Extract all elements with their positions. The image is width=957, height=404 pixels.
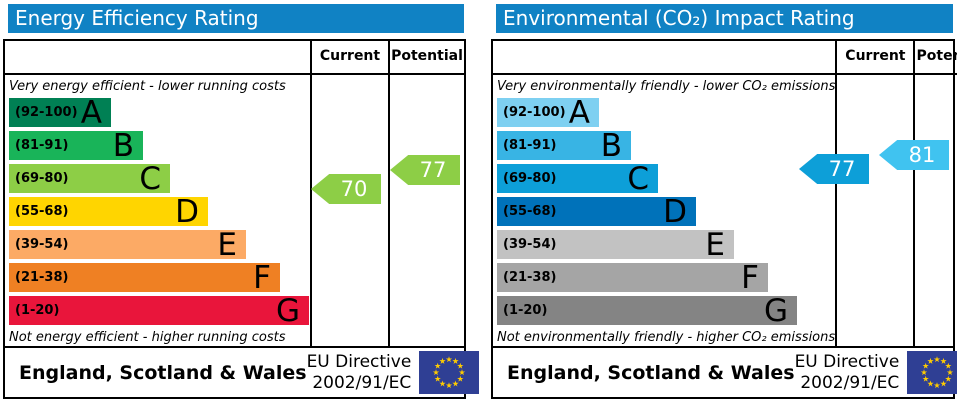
panel-title: Energy Efficiency Rating: [8, 4, 464, 33]
current-column: [835, 75, 913, 346]
eu-flag-icon: [419, 351, 480, 394]
band-range: (92-100): [15, 105, 78, 120]
band-a: (92-100) A: [497, 94, 599, 131]
band-letter: B: [112, 127, 134, 164]
band-letter: E: [705, 226, 725, 263]
rating-table: Current Potential Very environmentally f…: [491, 39, 957, 348]
band-g: (1-20) G: [9, 292, 309, 329]
panel-footer: England, Scotland & Wales EU Directive 2…: [491, 346, 957, 399]
eu-flag-icon: [907, 351, 957, 394]
band-letter: F: [253, 259, 271, 296]
band-letter: D: [175, 193, 199, 230]
band-letter: A: [80, 94, 102, 131]
eu-directive-line2: 2002/91/EC: [312, 372, 412, 393]
panel-footer: England, Scotland & Wales EU Directive 2…: [3, 346, 480, 399]
band-letter: G: [275, 292, 300, 329]
environmental-impact-panel: Environmental (CO₂) Impact Rating Curren…: [491, 4, 957, 399]
eu-directive-line1: EU Directive: [306, 352, 412, 373]
band-range: (55-68): [503, 204, 557, 219]
band-range: (81-91): [15, 138, 69, 153]
band-f: (21-38) F: [497, 259, 768, 296]
band-b: (81-91) B: [497, 127, 631, 164]
band-c: (69-80) C: [497, 160, 658, 197]
band-e: (39-54) E: [497, 226, 734, 263]
region-label: England, Scotland & Wales: [507, 361, 795, 384]
band-letter: G: [763, 292, 788, 329]
band-letter: D: [663, 193, 687, 230]
current-column-header: Current: [310, 41, 388, 75]
potential-column-header: Potential: [388, 41, 464, 75]
top-note: Very environmentally friendly - lower CO…: [497, 79, 836, 94]
band-range: (81-91): [503, 138, 557, 153]
band-c: (69-80) C: [9, 160, 170, 197]
band-range: (21-38): [15, 270, 69, 285]
band-letter: A: [568, 94, 590, 131]
band-e: (39-54) E: [9, 226, 246, 263]
corner-cell: [5, 41, 310, 75]
band-range: (21-38): [503, 270, 557, 285]
band-letter: F: [741, 259, 759, 296]
top-note: Very energy efficient - lower running co…: [9, 79, 286, 94]
eu-directive-line2: 2002/91/EC: [800, 372, 900, 393]
band-range: (39-54): [503, 237, 557, 252]
band-b: (81-91) B: [9, 127, 143, 164]
bottom-note: Not energy efficient - higher running co…: [9, 330, 286, 345]
band-letter: E: [217, 226, 237, 263]
band-letter: C: [139, 160, 161, 197]
region-label: England, Scotland & Wales: [19, 361, 307, 384]
eu-directive-line1: EU Directive: [794, 352, 900, 373]
corner-cell: [493, 41, 836, 75]
rating-table: Current Potential Very energy efficient …: [3, 39, 466, 348]
band-range: (39-54): [15, 237, 69, 252]
eu-directive-label: EU Directive 2002/91/EC: [307, 352, 420, 392]
bottom-note: Not environmentally friendly - higher CO…: [497, 330, 836, 345]
band-letter: B: [600, 127, 622, 164]
bands-area: Very energy efficient - lower running co…: [5, 75, 310, 346]
potential-column-header: Potential: [913, 41, 957, 75]
band-range: (1-20): [503, 303, 548, 318]
band-range: (92-100): [503, 105, 566, 120]
band-g: (1-20) G: [497, 292, 797, 329]
band-range: (69-80): [15, 171, 69, 186]
band-range: (69-80): [503, 171, 557, 186]
bands-area: Very environmentally friendly - lower CO…: [493, 75, 835, 346]
eu-directive-label: EU Directive 2002/91/EC: [795, 352, 908, 392]
current-column-header: Current: [835, 41, 914, 75]
band-d: (55-68) D: [497, 193, 696, 230]
band-d: (55-68) D: [9, 193, 208, 230]
band-range: (1-20): [15, 303, 60, 318]
band-f: (21-38) F: [9, 259, 280, 296]
energy-efficiency-panel: Energy Efficiency Rating Current Potenti…: [3, 4, 480, 399]
potential-column: [388, 75, 464, 346]
band-a: (92-100) A: [9, 94, 111, 131]
panel-title: Environmental (CO₂) Impact Rating: [496, 4, 953, 33]
band-range: (55-68): [15, 204, 69, 219]
band-letter: C: [627, 160, 649, 197]
current-column: [310, 75, 388, 346]
potential-column: [913, 75, 957, 346]
